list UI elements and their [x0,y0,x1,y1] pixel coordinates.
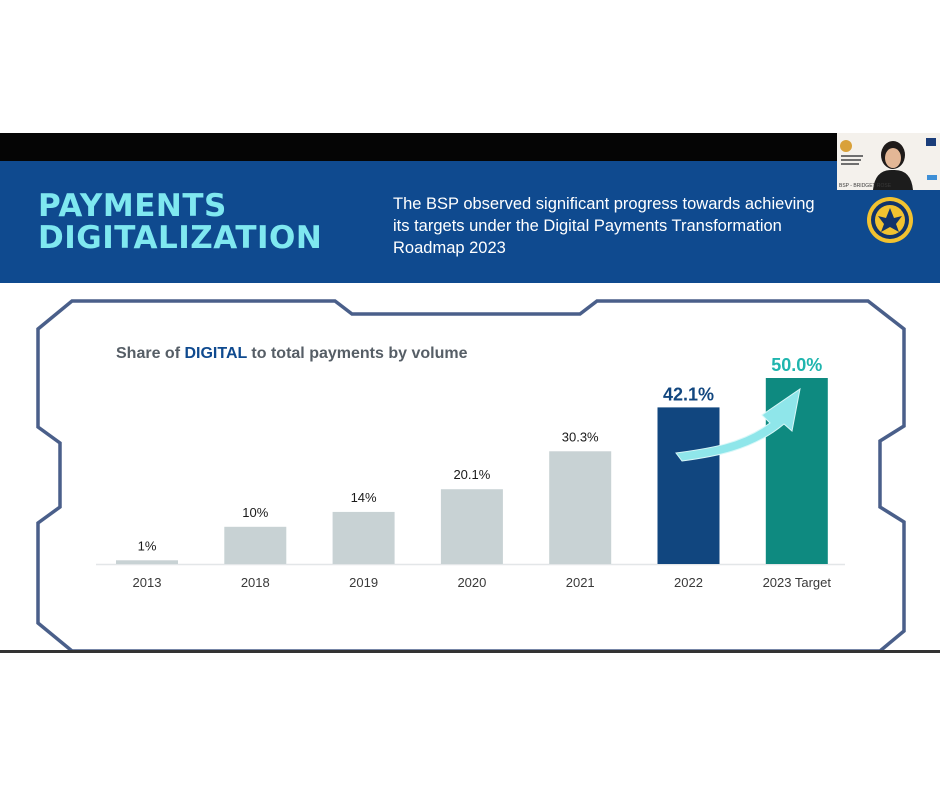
growth-arrow-icon [675,387,801,462]
data-label-2020: 20.1% [453,467,490,482]
data-label-2022: 42.1% [663,384,714,404]
chart-heading-prefix: Share of [116,345,185,362]
x-tick-2020: 2020 [457,575,486,590]
data-label-2013: 1% [138,538,157,553]
bar-2022 [657,407,720,564]
bottom-bar [0,650,940,653]
chart-heading-emphasis: DIGITAL [184,345,247,362]
bar-2013 [116,560,178,564]
webcam-thumbnail: BSP - BRIDGET ROSE [837,133,940,190]
data-label-2021: 30.3% [562,429,599,444]
x-tick-2018: 2018 [241,575,270,590]
slide-banner [0,161,940,283]
chart-heading: Share of DIGITAL to total payments by vo… [116,345,467,363]
x-tick-2021: 2021 [566,575,595,590]
data-label-2023-target: 50.0% [771,355,822,375]
data-label-2018: 10% [242,505,268,520]
x-tick-2023-target: 2023 Target [763,575,832,590]
bar-2018 [224,526,287,564]
webcam-scene-icon [837,133,940,190]
x-tick-2022: 2022 [674,575,703,590]
x-tick-2013: 2013 [133,575,162,590]
slide-subtitle: The BSP observed significant progress to… [393,195,815,257]
data-label-2019: 14% [351,490,377,505]
bar-group: 1% 2013 10% 2018 14% 2019 20.1% 2020 30.3% 2021 42… [116,355,831,590]
chart-frame [36,299,906,653]
slide-title: PAYMENTS DIGITALIZATION [38,188,323,256]
chart: 1% 2013 10% 2018 14% 2019 20.1% 2020 30.3% 2021 42… [36,299,906,653]
seal-icon [867,197,913,243]
bar-2020 [440,489,503,564]
bar-2019 [332,511,395,564]
bar-2021 [549,451,612,564]
top-black-bar [0,133,940,161]
webcam-label: BSP - BRIDGET ROSE [839,183,892,189]
x-tick-2019: 2019 [349,575,378,590]
chart-heading-suffix: to total payments by volume [246,345,468,362]
